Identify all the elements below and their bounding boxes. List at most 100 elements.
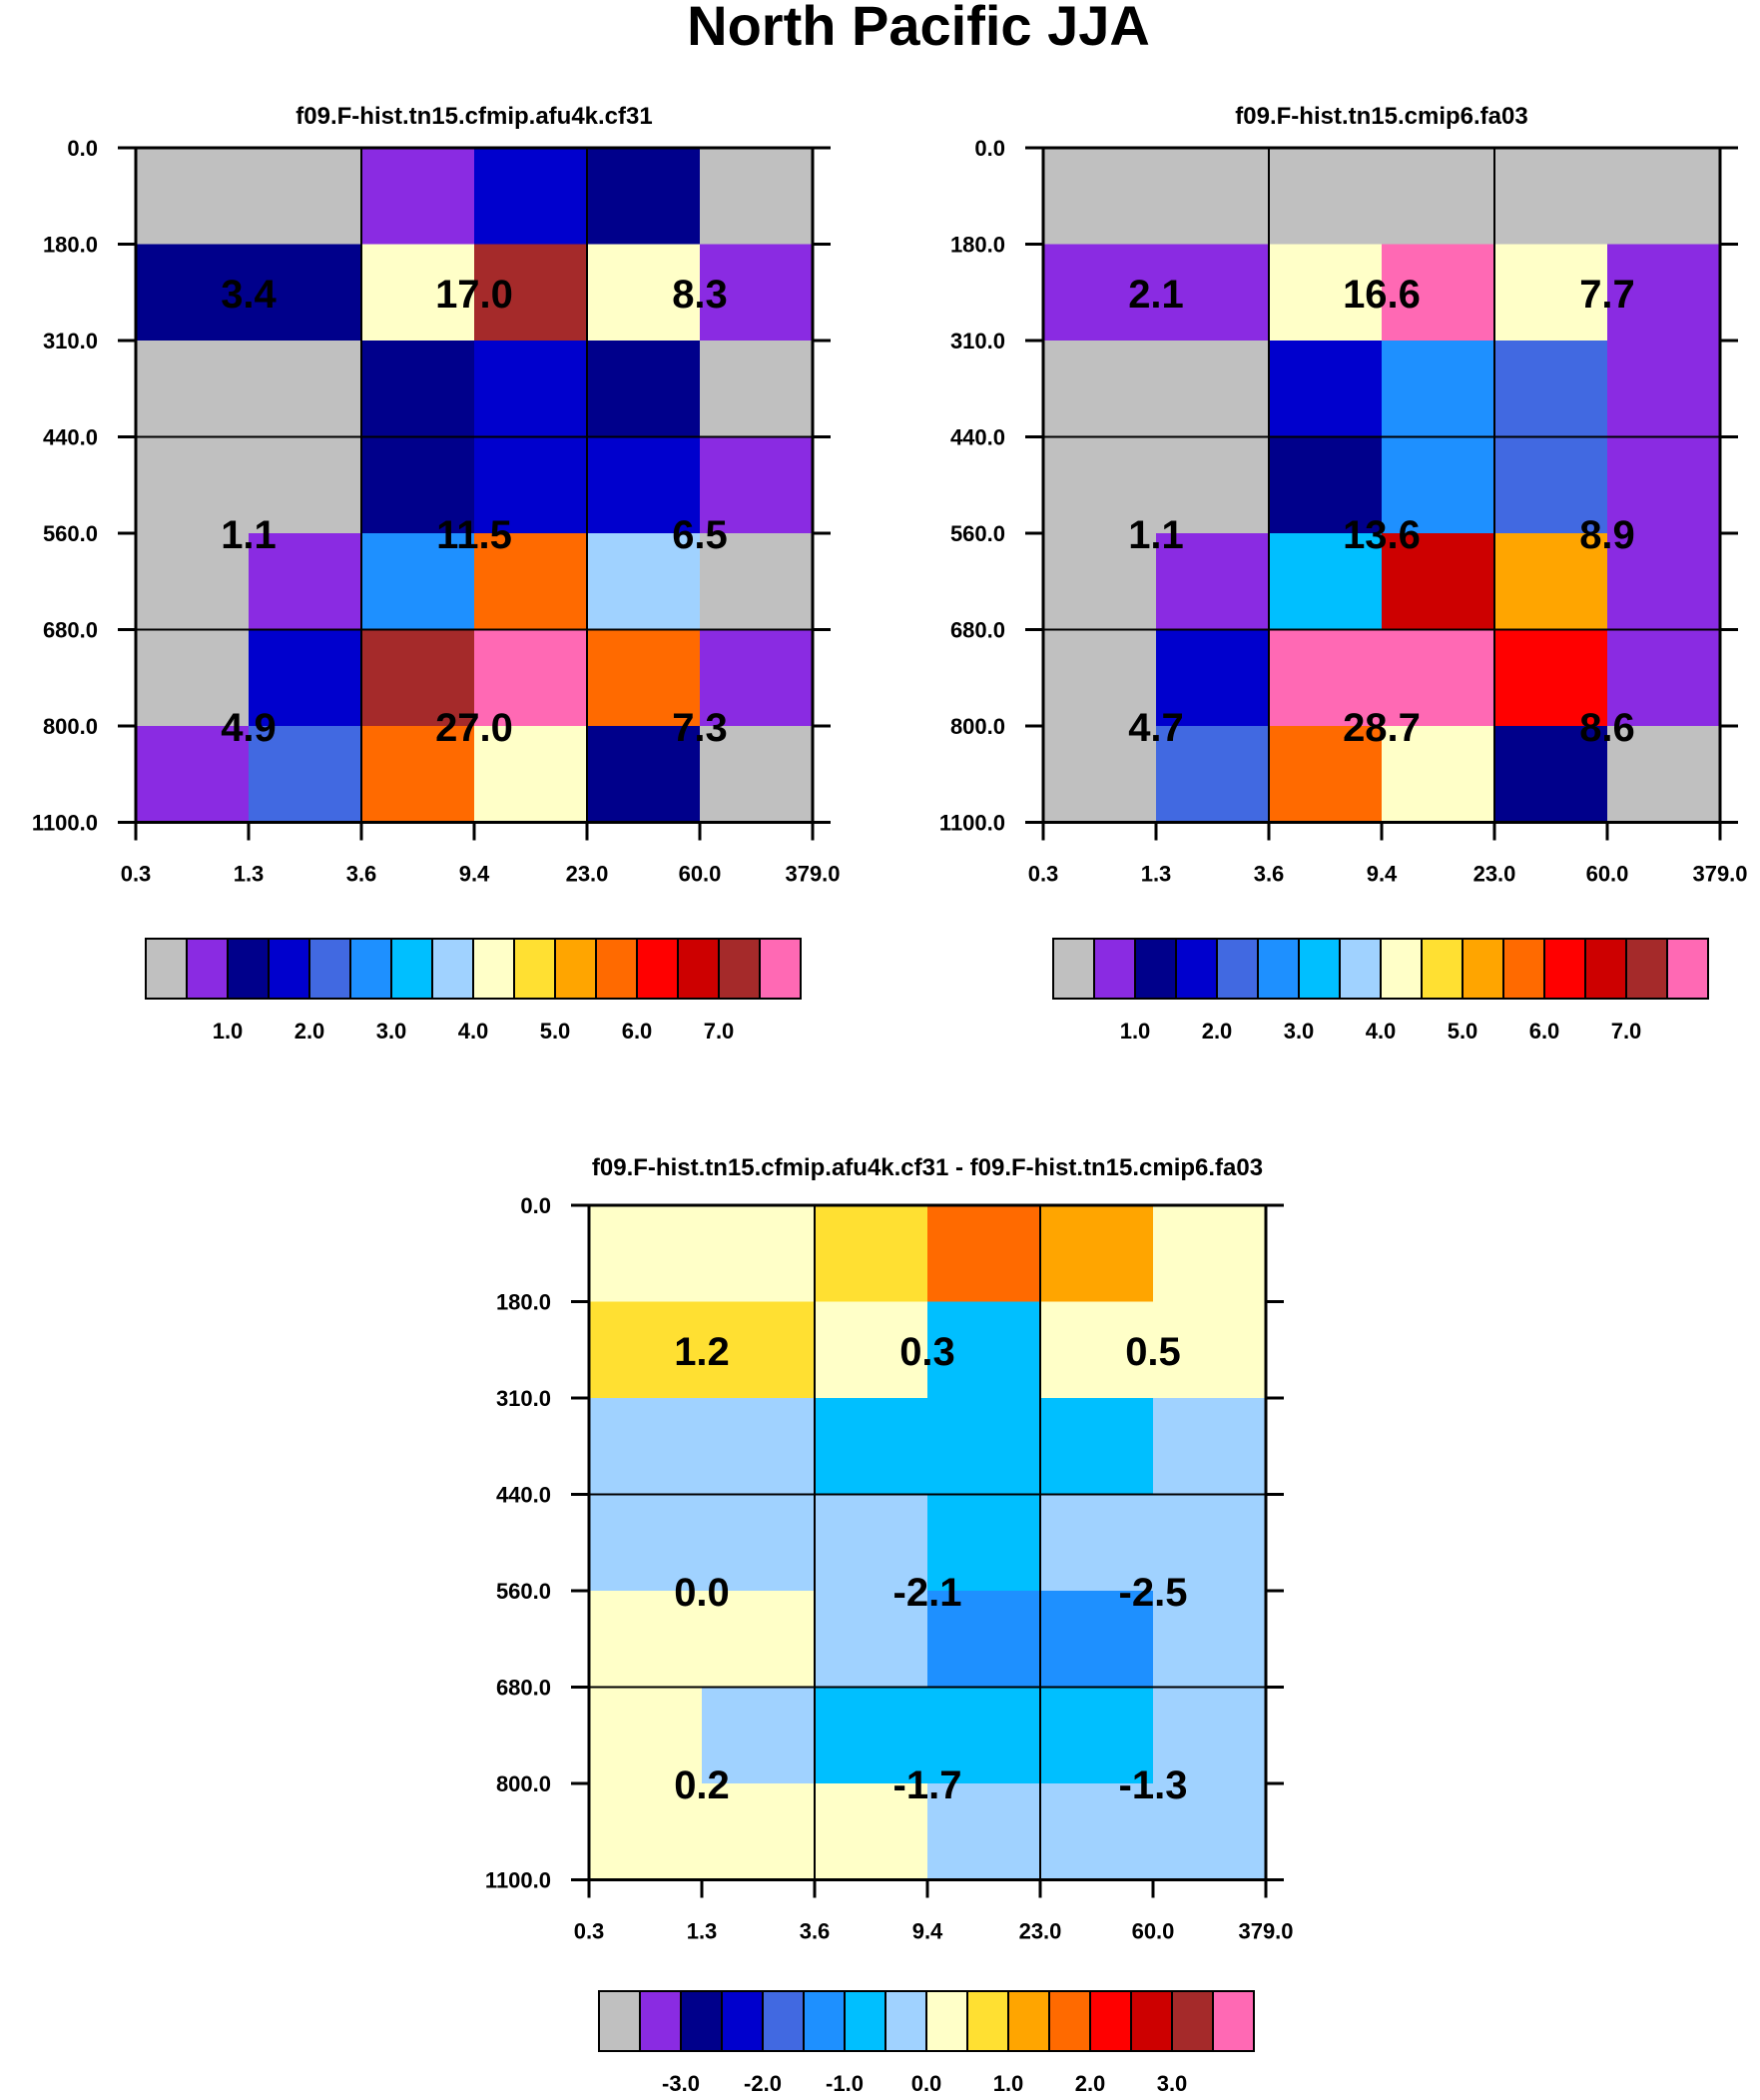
x-tick-label: 9.4 [1367, 862, 1398, 887]
heatmap-cell [1043, 244, 1157, 342]
y-tick-label: 440.0 [496, 1483, 551, 1508]
panel-title: f09.F-hist.tn15.cmip6.fa03 [1235, 103, 1527, 130]
x-tick-label: 3.6 [346, 862, 377, 887]
heatmap-cell [589, 1783, 703, 1881]
legend-swatch [639, 1990, 682, 2052]
heatmap-cell [1607, 341, 1721, 438]
legend-label: -1.0 [826, 2071, 864, 2096]
y-tick-label: 0.0 [67, 136, 98, 161]
heatmap-cell [136, 341, 250, 438]
heatmap-cell [1269, 629, 1383, 727]
box-value-label: 27.0 [435, 706, 513, 750]
y-tick-label: 1100.0 [32, 811, 98, 836]
heatmap-cell [815, 1687, 928, 1784]
legend-swatch [1134, 938, 1177, 1000]
legend-swatch [1048, 1990, 1091, 2052]
panel-difference: f09.F-hist.tn15.cfmip.afu4k.cf31 - f09.F… [485, 1154, 1294, 2096]
heatmap-cell [700, 629, 814, 727]
legend-label: 6.0 [622, 1019, 653, 1044]
legend-swatch [145, 938, 188, 1000]
heatmap-cell [927, 1783, 1041, 1881]
heatmap-cell [587, 533, 701, 631]
y-tick-label: 440.0 [43, 425, 98, 450]
heatmap-cell [587, 436, 701, 534]
heatmap-cell [1494, 726, 1608, 824]
heatmap-cell [361, 726, 475, 824]
legend-swatch [677, 938, 720, 1000]
box-value-label: 0.0 [674, 1571, 730, 1615]
heatmap-cell [1040, 1687, 1154, 1784]
legend-swatch [1007, 1990, 1050, 2052]
heatmap-cell [702, 1494, 816, 1592]
heatmap-cell [1382, 533, 1495, 631]
y-tick-label: 1100.0 [485, 1868, 551, 1893]
heatmap-cell [474, 533, 588, 631]
heatmap-cell [927, 1301, 1041, 1399]
panel-title: f09.F-hist.tn15.cfmip.afu4k.cf31 - f09.F… [592, 1154, 1263, 1181]
box-value-label: 2.1 [1128, 273, 1184, 317]
heatmap-cell [1153, 1301, 1267, 1399]
legend-label: 1.0 [993, 2071, 1024, 2096]
x-tick-label: 23.0 [566, 862, 609, 887]
y-tick-label: 680.0 [496, 1676, 551, 1701]
legend-label: 2.0 [1202, 1019, 1233, 1044]
legend-swatch [431, 938, 474, 1000]
heatmap-cell [815, 1591, 928, 1689]
box-value-label: -1.3 [1119, 1763, 1188, 1807]
heatmap-cell [815, 1205, 928, 1303]
heatmap-cell [1043, 436, 1157, 534]
legend-swatch [1543, 938, 1586, 1000]
box-value-label: 1.2 [674, 1330, 730, 1374]
legend-label: 3.0 [376, 1019, 407, 1044]
legend-swatch [1666, 938, 1709, 1000]
legend-swatch [1625, 938, 1668, 1000]
heatmap-cell [249, 436, 362, 534]
legend-label: 3.0 [1284, 1019, 1315, 1044]
heatmap-cell [249, 533, 362, 631]
heatmap-cell [1043, 726, 1157, 824]
heatmap-cell [589, 1687, 703, 1784]
legend-swatch [1216, 938, 1259, 1000]
panel-cf31: f09.F-hist.tn15.cfmip.afu4k.cf31 0.0 180.0… [32, 103, 841, 1044]
heatmap-cell [1153, 1591, 1267, 1689]
heatmap-cell [702, 1783, 816, 1881]
box-value-label: 16.6 [1343, 273, 1421, 317]
y-tick-label: 180.0 [43, 233, 98, 258]
panel-title: f09.F-hist.tn15.cfmip.afu4k.cf31 [295, 103, 652, 130]
legend-swatch [1462, 938, 1504, 1000]
heatmap-cell [700, 341, 814, 438]
heatmap-cell [927, 1591, 1041, 1689]
heatmap-cell [815, 1783, 928, 1881]
heatmap-cell [474, 629, 588, 727]
box-value-label: 0.5 [1125, 1330, 1181, 1374]
heatmap-cell [1153, 1398, 1267, 1496]
x-tick-label: 3.6 [1254, 862, 1285, 887]
box-value-label: 8.9 [1579, 513, 1635, 557]
legend-swatch [1257, 938, 1300, 1000]
legend-swatch [349, 938, 392, 1000]
x-tick-label: 379.0 [1238, 1919, 1293, 1944]
legend-label: 2.0 [294, 1019, 325, 1044]
heatmap-cell [1156, 726, 1270, 824]
legend-label: 7.0 [704, 1019, 735, 1044]
legend-swatch [1421, 938, 1464, 1000]
heatmap-cell [1156, 244, 1270, 342]
legend-swatch [1052, 938, 1095, 1000]
x-tick-label: 0.3 [574, 1919, 605, 1944]
heatmap-cell [1156, 629, 1270, 727]
x-tick-label: 379.0 [1692, 862, 1747, 887]
heatmap-cell [1040, 1398, 1154, 1496]
box-value-label: 7.3 [672, 706, 728, 750]
heatmap-cell [587, 726, 701, 824]
legend-swatch [1175, 938, 1218, 1000]
legend-swatch [1584, 938, 1627, 1000]
box-value-label: 4.9 [221, 706, 277, 750]
x-tick-label: 1.3 [234, 862, 265, 887]
heatmap-cell [815, 1301, 928, 1399]
heatmap-cell [1040, 1205, 1154, 1303]
y-tick-label: 1100.0 [939, 811, 1005, 836]
legend-swatch [925, 1990, 968, 2052]
box-value-label: 17.0 [435, 273, 513, 317]
legend-swatch [884, 1990, 927, 2052]
heatmap-cell [1607, 629, 1721, 727]
